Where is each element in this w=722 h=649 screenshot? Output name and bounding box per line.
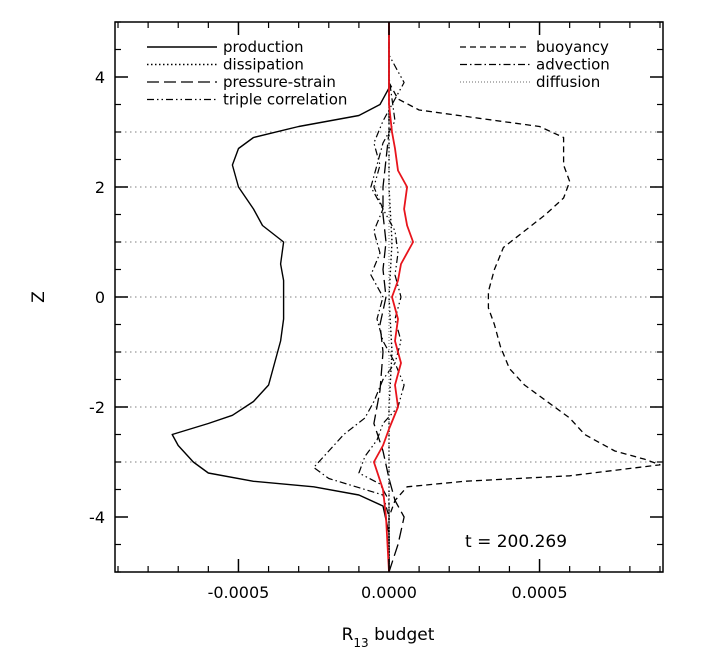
y-tick-label-4: 4 bbox=[95, 68, 105, 87]
legend-label-triple-correlation: triple correlation bbox=[223, 91, 347, 109]
legend: productiondissipationpressure-straintrip… bbox=[147, 38, 610, 109]
y-tick-label-1: -2 bbox=[89, 398, 105, 417]
x-tick-label-0: -0.0005 bbox=[208, 583, 270, 602]
legend-label-buoyancy: buoyancy bbox=[536, 38, 609, 56]
legend-label-diffusion: diffusion bbox=[536, 73, 600, 91]
x-axis-title-sub: 13 bbox=[353, 636, 368, 649]
legend-label-pressure-strain: pressure-strain bbox=[223, 73, 336, 91]
series-line-buoyancy bbox=[388, 22, 661, 572]
legend-label-advection: advection bbox=[536, 56, 610, 74]
x-axis-title-main: R bbox=[342, 625, 354, 645]
x-tick-label-1: 0.0000 bbox=[361, 583, 417, 602]
reference-lines bbox=[115, 131, 663, 463]
series-line-production bbox=[171, 22, 390, 572]
legend-label-production: production bbox=[223, 38, 304, 56]
series-line-total-7 bbox=[373, 22, 414, 573]
series-layer bbox=[171, 22, 661, 573]
x-axis-title: R13 budget bbox=[342, 625, 435, 649]
y-tick-label-0: -4 bbox=[89, 508, 105, 527]
ticks: -0.0005 0.0000 0.0005 -4 -2 0 2 4 bbox=[89, 21, 663, 602]
series-line-advection bbox=[313, 22, 396, 572]
y-axis-title: Z bbox=[29, 291, 49, 303]
annotation-time: t = 200.269 bbox=[465, 532, 567, 552]
x-axis-title-rest: budget bbox=[369, 625, 435, 645]
legend-label-dissipation: dissipation bbox=[223, 56, 304, 74]
y-tick-label-3: 2 bbox=[95, 178, 105, 197]
x-tick-label-2: 0.0005 bbox=[512, 583, 568, 602]
y-tick-label-2: 0 bbox=[95, 288, 105, 307]
